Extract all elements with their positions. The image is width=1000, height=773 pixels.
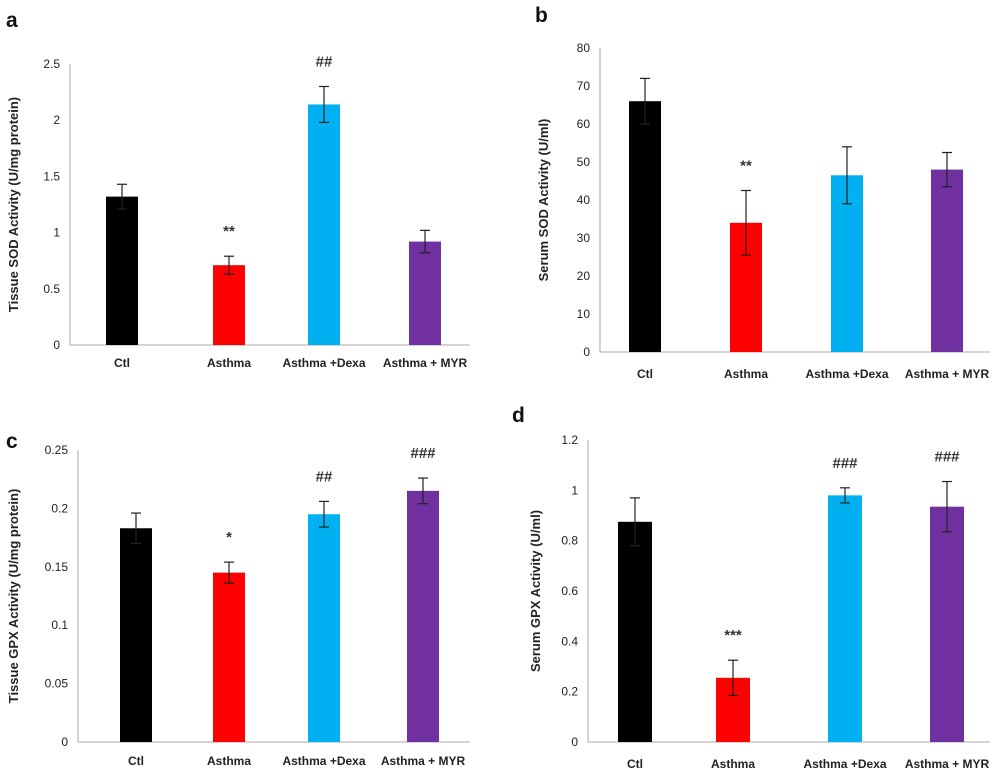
y-tick-label: 0: [61, 735, 68, 749]
category-label: Asthma + MYR: [905, 367, 990, 381]
significance-label: **: [740, 158, 752, 175]
y-tick-label: 50: [577, 155, 591, 169]
y-axis-label: Serum SOD Activity (U/ml): [536, 119, 551, 282]
bar: [409, 241, 441, 345]
category-label: Asthma: [724, 367, 768, 381]
y-axis-label: Serum GPX Activity (U/ml): [528, 510, 543, 672]
category-label: Asthma +Dexa: [282, 754, 365, 768]
bar: [213, 572, 245, 742]
y-tick-label: 40: [577, 193, 591, 207]
significance-label: ###: [832, 455, 858, 472]
category-label: Asthma: [207, 356, 251, 370]
bar: [831, 175, 863, 352]
panel-letter: d: [512, 404, 525, 427]
bar: [930, 506, 964, 742]
y-tick-label: 0.8: [561, 534, 578, 548]
chart-panel-a: a 0 0.5 1 1.5 2 2.5 Tissue SOD Activity (U/mg p…: [6, 9, 470, 370]
panel-letter: a: [6, 9, 18, 32]
bar: [629, 101, 661, 352]
y-tick-label: 0.2: [561, 685, 578, 699]
y-axis-label: Tissue SOD Activity (U/mg protein): [6, 97, 21, 312]
category-label: Asthma: [711, 757, 755, 771]
chart-panel-c: c 0 0.05 0.1 0.15 0.2 0.25 Tissue GPX Activity …: [6, 430, 470, 768]
significance-label: ###: [934, 449, 960, 466]
y-tick-label: 70: [577, 79, 591, 93]
y-tick-label: 0.05: [45, 677, 69, 691]
y-tick-label: 2.5: [43, 57, 60, 71]
bar: [308, 104, 340, 346]
category-label: Asthma + MYR: [383, 356, 468, 370]
category-label: Asthma + MYR: [905, 757, 990, 771]
y-tick-label: 80: [577, 41, 591, 55]
category-label: Ctl: [128, 754, 144, 768]
bar: [407, 490, 439, 742]
category-label: Asthma +Dexa: [282, 356, 365, 370]
y-tick-label: 0.25: [45, 443, 69, 457]
panel-letter: b: [535, 4, 548, 27]
chart-panel-b: b 0 10 20 30 40 50 60 70 80 Serum SOD Activity (U/…: [535, 4, 990, 381]
bar: [106, 196, 138, 345]
y-tick-label: 10: [577, 307, 591, 321]
significance-label: ###: [410, 445, 436, 462]
y-axis-label: Tissue GPX Activity (U/mg protein): [6, 489, 21, 704]
category-label: Ctl: [114, 356, 130, 370]
y-tick-label: 0.5: [43, 282, 60, 296]
panel-letter: c: [6, 430, 18, 453]
y-tick-label: 0: [53, 338, 60, 352]
y-tick-label: 1.2: [561, 433, 578, 447]
bar: [308, 514, 340, 742]
bar: [828, 495, 862, 742]
bar: [213, 265, 245, 345]
significance-label: ***: [724, 627, 742, 644]
y-tick-label: 1: [571, 483, 578, 497]
category-label: Asthma + MYR: [381, 754, 466, 768]
y-tick-label: 0.15: [45, 560, 69, 574]
significance-label: **: [223, 223, 235, 240]
y-tick-label: 0: [583, 345, 590, 359]
category-label: Ctl: [627, 757, 643, 771]
y-tick-label: 0.1: [51, 618, 68, 632]
bar: [120, 528, 152, 742]
y-tick-label: 1.5: [43, 169, 60, 183]
y-tick-label: 20: [577, 269, 591, 283]
y-tick-label: 60: [577, 117, 591, 131]
y-tick-label: 0.4: [561, 634, 578, 648]
category-label: Asthma +Dexa: [803, 757, 886, 771]
significance-label: ##: [316, 468, 333, 485]
y-tick-label: 0.2: [51, 501, 68, 515]
significance-label: ##: [316, 53, 333, 70]
y-tick-label: 0: [571, 735, 578, 749]
chart-panel-d: d 0 0.2 0.4 0.6 0.8 1 1.2 Serum GPX Activity (U/…: [512, 404, 990, 771]
y-tick-label: 1: [53, 226, 60, 240]
category-label: Asthma: [207, 754, 251, 768]
bar: [931, 169, 963, 352]
y-tick-label: 0.6: [561, 584, 578, 598]
y-tick-label: 30: [577, 231, 591, 245]
category-label: Asthma +Dexa: [805, 367, 888, 381]
category-label: Ctl: [637, 367, 653, 381]
significance-label: *: [226, 529, 232, 546]
y-tick-label: 2: [53, 113, 60, 127]
bar: [618, 521, 652, 742]
